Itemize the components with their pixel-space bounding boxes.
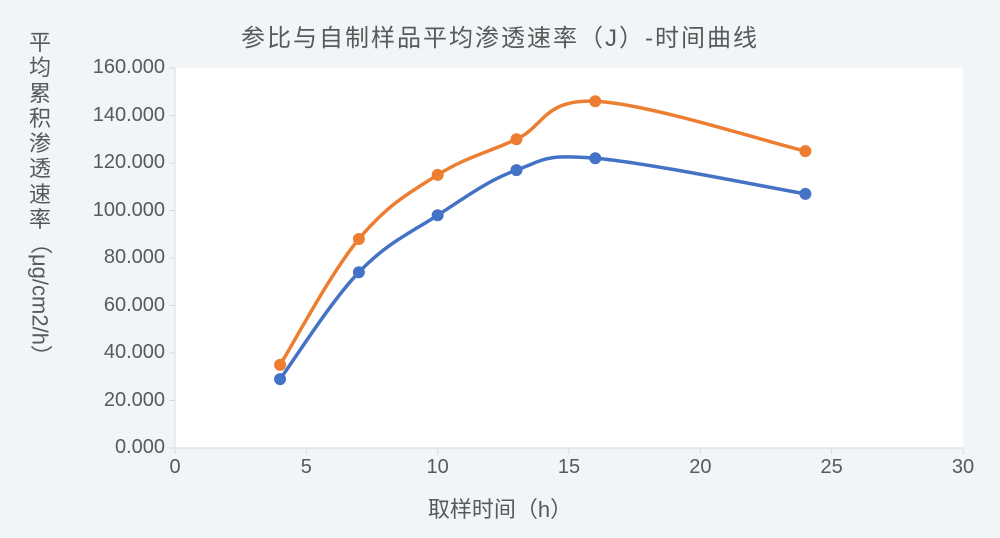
y-tick-label: 100.000 [93, 199, 165, 222]
plot-svg [175, 68, 963, 448]
series-orange-marker [510, 133, 522, 145]
chart-container: 参比与自制样品平均渗透速率（J）-时间曲线 平均累积渗透速率 （μg/cm2/h… [0, 0, 1000, 538]
y-tick-label: 160.000 [93, 56, 165, 79]
x-tick-label: 25 [812, 456, 852, 479]
series-orange-marker [353, 233, 365, 245]
y-tick-label: 140.000 [93, 104, 165, 127]
series-orange-marker [589, 95, 601, 107]
series-blue-marker [589, 152, 601, 164]
x-tick-label: 5 [286, 456, 326, 479]
y-tick-label: 80.000 [104, 246, 165, 269]
series-blue-marker [274, 373, 286, 385]
y-tick-label: 120.000 [93, 151, 165, 174]
series-blue-marker [510, 164, 522, 176]
y-tick-label: 60.000 [104, 294, 165, 317]
y-axis-title: 平均累积渗透速率 （μg/cm2/h） [26, 30, 54, 373]
x-tick-label: 10 [418, 456, 458, 479]
series-blue-marker [799, 188, 811, 200]
series-blue-marker [353, 266, 365, 278]
x-tick-label: 20 [680, 456, 720, 479]
y-tick-label: 40.000 [104, 341, 165, 364]
x-axis-title: 取样时间（h） [0, 492, 1000, 524]
x-tick-label: 0 [155, 456, 195, 479]
chart-title: 参比与自制样品平均渗透速率（J）-时间曲线 [0, 18, 1000, 53]
plot-area [175, 68, 963, 448]
x-tick-label: 15 [549, 456, 589, 479]
y-axis-title-main: 平均累积渗透速率 [29, 30, 51, 232]
y-axis-title-unit: （μg/cm2/h） [27, 232, 52, 367]
series-orange-marker [274, 359, 286, 371]
x-tick-label: 30 [943, 456, 983, 479]
series-blue-marker [432, 209, 444, 221]
series-orange-marker [799, 145, 811, 157]
y-tick-label: 20.000 [104, 389, 165, 412]
series-orange-marker [432, 169, 444, 181]
